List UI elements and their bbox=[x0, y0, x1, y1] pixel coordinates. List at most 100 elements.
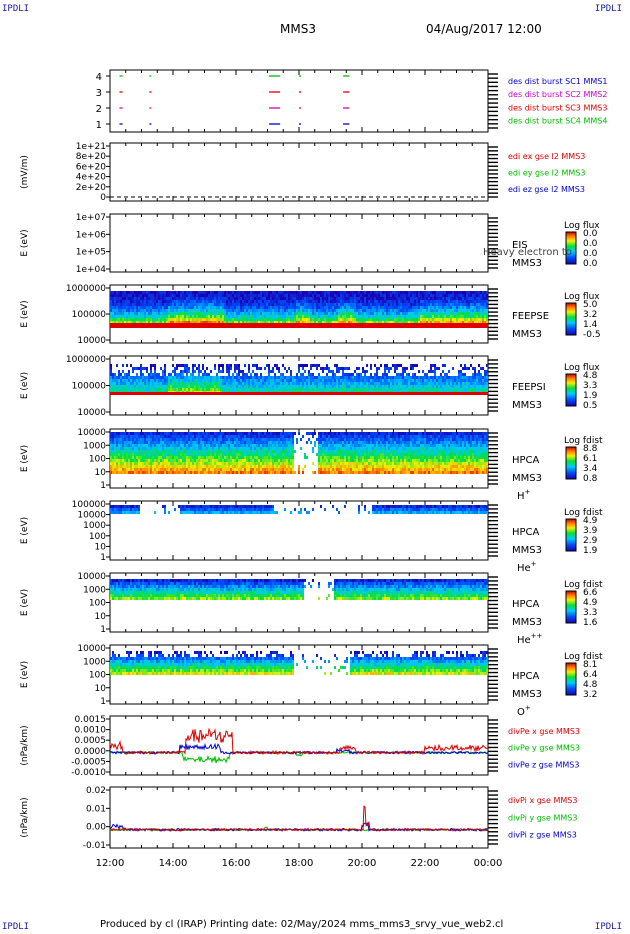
spectro-pixel bbox=[420, 388, 422, 391]
spectro-pixel bbox=[134, 438, 136, 441]
spectro-pixel bbox=[302, 291, 304, 294]
spectro-pixel bbox=[120, 306, 122, 309]
spectro-pixel bbox=[202, 388, 204, 391]
spectro-pixel bbox=[188, 462, 190, 465]
spectro-pixel bbox=[376, 294, 378, 297]
spectro-pixel bbox=[416, 309, 418, 312]
spectro-pixel bbox=[388, 370, 390, 373]
spectro-pixel bbox=[428, 321, 430, 324]
spectro-pixel bbox=[154, 294, 156, 297]
spectro-pixel bbox=[124, 465, 126, 468]
spectro-pixel bbox=[204, 459, 206, 462]
spectro-pixel bbox=[136, 376, 138, 379]
spectro-pixel bbox=[472, 373, 474, 376]
spectro-pixel bbox=[122, 462, 124, 465]
spectro-pixel bbox=[322, 309, 324, 312]
spectro-pixel bbox=[330, 318, 332, 321]
spectro-pixel bbox=[310, 318, 312, 321]
spectro-pixel bbox=[302, 367, 304, 370]
spectro-pixel bbox=[424, 385, 426, 388]
spectro-pixel bbox=[466, 297, 468, 300]
spectro-pixel bbox=[118, 379, 120, 382]
spectro-pixel bbox=[476, 309, 478, 312]
spectro-pixel bbox=[162, 450, 164, 453]
spectro-pixel bbox=[112, 438, 114, 441]
spectro-pixel bbox=[328, 388, 330, 391]
spectro-pixel bbox=[270, 318, 272, 321]
spectro-pixel bbox=[210, 456, 212, 459]
spectro-pixel bbox=[374, 297, 376, 300]
spectro-pixel bbox=[184, 321, 186, 324]
spectro-pixel bbox=[170, 450, 172, 453]
spectro-pixel bbox=[110, 453, 112, 456]
spectro-pixel bbox=[206, 435, 208, 438]
spectro-pixel bbox=[378, 309, 380, 312]
spectro-pixel bbox=[392, 379, 394, 382]
spectro-pixel bbox=[182, 379, 184, 382]
spectro-pixel bbox=[210, 315, 212, 318]
spectro-pixel bbox=[338, 294, 340, 297]
spectro-pixel bbox=[446, 309, 448, 312]
spectro-pixel bbox=[356, 309, 358, 312]
spectro-pixel bbox=[160, 312, 162, 315]
spectro-pixel bbox=[118, 370, 120, 373]
spectro-pixel bbox=[426, 300, 428, 303]
spectro-pixel bbox=[166, 385, 168, 388]
spectro-pixel bbox=[200, 438, 202, 441]
spectro-pixel bbox=[118, 318, 120, 321]
spectro-pixel bbox=[182, 441, 184, 444]
spectro-pixel bbox=[466, 291, 468, 294]
spectro-pixel bbox=[268, 309, 270, 312]
spectro-pixel bbox=[162, 297, 164, 300]
spectro-pixel bbox=[114, 312, 116, 315]
spectro-pixel bbox=[332, 306, 334, 309]
spectro-pixel bbox=[472, 303, 474, 306]
spectro-pixel bbox=[158, 441, 160, 444]
spectro-pixel bbox=[126, 300, 128, 303]
spectro-pixel bbox=[118, 435, 120, 438]
spectro-pixel bbox=[340, 379, 342, 382]
spectro-pixel bbox=[194, 309, 196, 312]
spectro-pixel bbox=[168, 456, 170, 459]
spectro-pixel bbox=[436, 367, 438, 370]
spectro-pixel bbox=[118, 312, 120, 315]
spectro-pixel bbox=[166, 303, 168, 306]
spectro-pixel bbox=[164, 459, 166, 462]
spectro-pixel bbox=[406, 312, 408, 315]
spectro-pixel bbox=[152, 441, 154, 444]
spectro-pixel bbox=[336, 294, 338, 297]
spectro-pixel bbox=[432, 318, 434, 321]
spectro-pixel bbox=[344, 321, 346, 324]
spectro-pixel bbox=[212, 382, 214, 385]
spectro-pixel bbox=[194, 321, 196, 324]
spectro-pixel bbox=[316, 297, 318, 300]
spectro-pixel bbox=[298, 382, 300, 385]
spectro-pixel bbox=[302, 364, 304, 367]
spectro-pixel bbox=[138, 432, 140, 435]
y-axis-label: E (eV) bbox=[20, 229, 30, 256]
spectro-pixel bbox=[194, 312, 196, 315]
eis-ytick-label: 1e+06 bbox=[76, 230, 107, 240]
spectro-pixel bbox=[392, 297, 394, 300]
spectro-pixel bbox=[292, 303, 294, 306]
spectro-pixel bbox=[186, 321, 188, 324]
spectro-pixel bbox=[146, 291, 148, 294]
spectro-pixel bbox=[362, 367, 364, 370]
spectro-pixel bbox=[316, 367, 318, 370]
spectro-pixel bbox=[214, 453, 216, 456]
spectro-pixel bbox=[474, 291, 476, 294]
spectro-pixel bbox=[434, 300, 436, 303]
spectro-pixel bbox=[388, 291, 390, 294]
spectro-pixel bbox=[262, 321, 264, 324]
edi-ytick-label: 2e+20 bbox=[76, 183, 107, 193]
spectro-pixel bbox=[112, 456, 114, 459]
spectro-pixel bbox=[304, 309, 306, 312]
spectro-pixel bbox=[398, 309, 400, 312]
spectro-pixel bbox=[366, 309, 368, 312]
spectro-pixel bbox=[168, 315, 170, 318]
spectro-pixel bbox=[300, 291, 302, 294]
spectro-pixel bbox=[322, 306, 324, 309]
spectro-pixel bbox=[372, 294, 374, 297]
spectro-pixel bbox=[482, 300, 484, 303]
spectro-pixel bbox=[182, 450, 184, 453]
